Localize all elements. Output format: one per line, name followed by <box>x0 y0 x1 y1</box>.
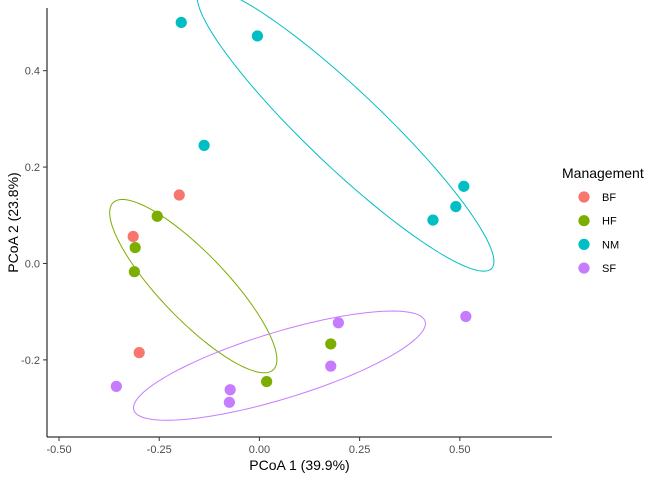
point-nm <box>427 214 439 226</box>
legend-items: BF HF NM SF <box>578 191 619 275</box>
legend-title: Management <box>562 165 644 181</box>
point-hf <box>128 266 140 278</box>
y-tick-label: 0.4 <box>25 66 40 78</box>
point-sf <box>223 396 235 408</box>
y-axis-ticks: -0.2 0.0 0.2 0.4 <box>21 66 47 367</box>
y-tick-label: 0.2 <box>25 162 40 174</box>
x-axis-ticks: -0.50 -0.25 0.00 0.25 0.50 <box>46 437 471 456</box>
y-axis-title: PCoA 2 (23.8%) <box>5 172 21 272</box>
x-tick-label: -0.25 <box>147 444 172 456</box>
point-hf <box>325 338 337 350</box>
point-hf <box>151 210 163 222</box>
ellipse-nm <box>196 0 495 272</box>
legend-label-bf: BF <box>602 192 616 204</box>
ellipse-hf <box>109 198 278 374</box>
legend-label-nm: NM <box>602 239 619 251</box>
point-nm <box>450 200 462 213</box>
x-tick-label: -0.50 <box>46 444 71 456</box>
confidence-ellipses <box>109 0 495 421</box>
data-points <box>110 16 472 408</box>
point-sf <box>332 317 344 329</box>
ellipse-sf <box>132 310 426 421</box>
point-hf <box>129 241 141 254</box>
x-tick-label: 0.00 <box>249 444 270 456</box>
point-bf <box>173 189 185 201</box>
point-sf <box>460 310 472 323</box>
legend-key-hf <box>578 215 590 227</box>
x-tick-label: 0.50 <box>449 444 470 456</box>
x-axis-title: PCoA 1 (39.9%) <box>249 457 349 473</box>
point-sf <box>325 360 337 372</box>
point-hf <box>261 375 273 388</box>
legend-key-bf <box>578 191 590 203</box>
y-tick-label: 0.0 <box>25 258 40 270</box>
legend: Management BF HF NM SF <box>562 165 644 275</box>
axes <box>46 8 552 438</box>
legend-label-sf: SF <box>602 263 616 275</box>
point-sf <box>110 380 122 392</box>
legend-key-sf <box>578 262 590 274</box>
point-nm <box>175 16 187 29</box>
legend-key-nm <box>578 238 590 250</box>
point-bf <box>127 230 139 243</box>
point-nm <box>251 30 264 42</box>
point-bf <box>133 347 145 359</box>
point-nm <box>198 139 210 151</box>
legend-label-hf: HF <box>602 216 617 228</box>
x-tick-label: 0.25 <box>349 444 370 456</box>
y-tick-label: -0.2 <box>21 355 40 367</box>
point-nm <box>458 180 470 192</box>
point-sf <box>224 384 236 396</box>
